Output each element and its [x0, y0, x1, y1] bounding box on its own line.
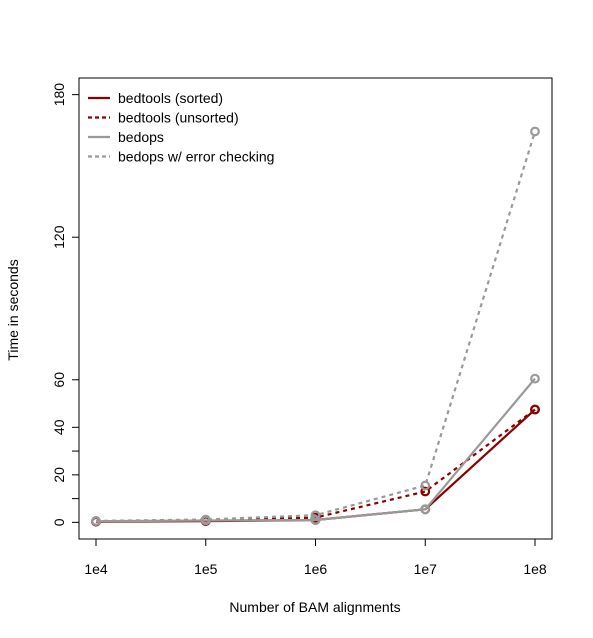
y-tick-label: 60	[51, 372, 67, 388]
legend-label: bedops w/ error checking	[118, 148, 274, 164]
series-line-4	[95, 131, 537, 522]
legend-label: bedtools (unsorted)	[118, 109, 239, 125]
y-tick-label: 120	[51, 225, 67, 249]
plot-frame	[78, 77, 553, 540]
x-axis-title: Number of BAM alignments	[229, 599, 400, 615]
x-tick-label: 1e8	[523, 561, 547, 577]
y-tick-label: 40	[51, 419, 67, 435]
x-tick-label: 1e6	[304, 561, 328, 577]
x-tick-label: 1e5	[194, 561, 218, 577]
legend: bedtools (sorted) bedtools (unsorted) bedo…	[88, 90, 274, 164]
series-line-1	[95, 408, 536, 523]
legend-label: bedtools (sorted)	[118, 90, 223, 106]
series-point	[420, 480, 431, 491]
series-point	[310, 510, 321, 521]
series-point	[200, 514, 211, 525]
y-tick-label: 0	[51, 518, 67, 526]
y-tick-label: 180	[51, 83, 67, 107]
x-tick-label: 1e4	[84, 561, 108, 577]
series-point	[530, 126, 540, 137]
series-point	[420, 504, 431, 515]
series-point	[530, 404, 540, 415]
series-line-2	[95, 408, 536, 523]
series-point	[530, 373, 540, 384]
legend-label: bedops	[118, 129, 164, 145]
series-line-3	[95, 377, 536, 523]
y-axis-title: Time in seconds	[5, 259, 21, 360]
series-point	[91, 516, 101, 526]
y-tick-label: 20	[51, 467, 67, 483]
x-tick-label: 1e7	[414, 561, 438, 577]
series-point	[420, 486, 431, 497]
